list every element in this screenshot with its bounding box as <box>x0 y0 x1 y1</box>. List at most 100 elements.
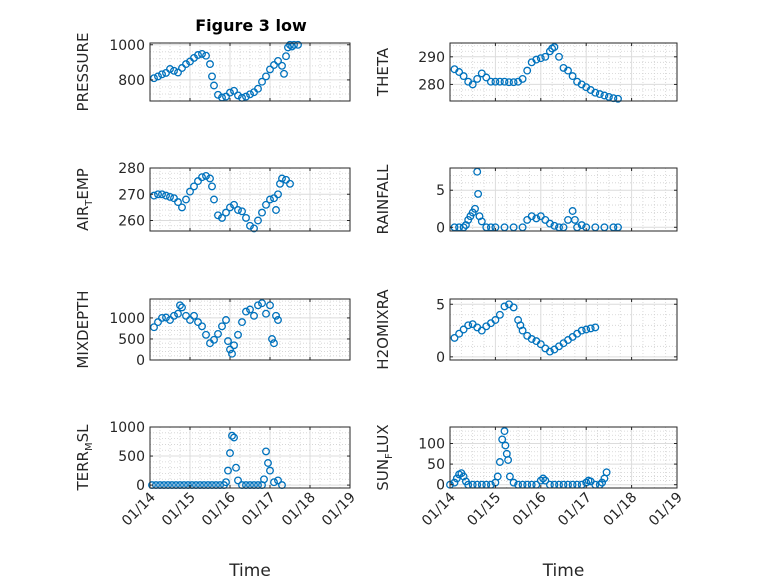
x-tick-label: 01/14 <box>419 489 459 529</box>
data-point <box>158 190 166 199</box>
data-point <box>206 60 214 69</box>
data-point <box>491 77 500 86</box>
data-point <box>527 212 536 221</box>
data-point <box>250 224 258 233</box>
data-point <box>170 194 178 203</box>
x-axis-label: Time <box>542 561 585 581</box>
data-point <box>495 77 504 86</box>
data-point <box>509 78 518 87</box>
data-point <box>550 221 559 230</box>
data-point <box>459 325 468 334</box>
data-point <box>194 51 202 59</box>
data-point <box>486 77 495 86</box>
data-point <box>182 311 190 320</box>
data-point <box>282 52 290 61</box>
data-point <box>166 316 174 324</box>
data-point <box>541 52 550 61</box>
data-point <box>226 88 234 97</box>
data-point <box>568 72 577 81</box>
data-point <box>498 435 507 444</box>
data-point <box>474 189 483 198</box>
y-axis-label: AIRTEMP <box>74 168 95 231</box>
data-point <box>464 321 473 330</box>
data-point <box>260 475 268 484</box>
data-point <box>595 90 604 99</box>
data-point <box>272 311 280 320</box>
data-point <box>246 305 254 314</box>
data-point <box>450 478 459 487</box>
subplot-pressure: 800 1000 PRESSURE <box>74 33 351 111</box>
data-point <box>532 214 541 223</box>
data-point <box>194 318 202 327</box>
y-axis-label: MIXDEPTH <box>74 290 92 368</box>
data-point <box>541 476 550 485</box>
data-point <box>230 200 238 209</box>
y-tick-label: 0 <box>136 478 145 494</box>
x-tick-label: 01/14 <box>119 489 159 529</box>
data-point <box>591 88 600 97</box>
data-point <box>270 61 278 69</box>
data-point <box>450 333 459 342</box>
data-point <box>604 92 613 101</box>
data-point <box>198 322 206 331</box>
y-tick-label: 5 <box>436 297 445 313</box>
data-point <box>162 191 170 200</box>
y-tick-label: 0 <box>436 478 445 494</box>
data-point <box>278 61 286 70</box>
data-point <box>238 207 246 216</box>
data-point <box>509 303 518 312</box>
x-tick-label: 01/17 <box>239 490 279 530</box>
data-point <box>202 330 210 339</box>
y-axis-label: THETA <box>374 47 392 97</box>
y-tick-label: 270 <box>118 187 145 203</box>
data-point <box>505 78 513 87</box>
x-tick-label: 01/19 <box>646 490 686 530</box>
data-point <box>545 219 554 228</box>
data-point <box>600 91 609 100</box>
data-point <box>170 66 178 75</box>
data-point <box>577 326 586 335</box>
data-point <box>268 335 276 343</box>
data-point <box>234 206 242 214</box>
data-point <box>500 302 509 311</box>
data-point <box>262 447 270 456</box>
data-point <box>282 175 290 184</box>
data-point <box>509 478 518 487</box>
data-point <box>518 74 527 83</box>
data-point <box>564 66 572 75</box>
y-tick-label: 260 <box>118 214 145 230</box>
data-point <box>262 72 270 81</box>
data-point <box>539 474 548 483</box>
data-point <box>150 323 158 332</box>
data-point <box>286 179 294 188</box>
x-tick-label: 01/15 <box>159 490 199 530</box>
data-point <box>262 309 270 318</box>
figure-title: Figure 3 low <box>195 16 307 35</box>
data-point <box>150 74 158 83</box>
subplot-air-temp: 260 270 280 AIRTEMP <box>74 161 351 233</box>
data-point <box>218 213 226 222</box>
y-tick-label: 0 <box>436 220 445 236</box>
axes-box <box>449 42 678 102</box>
data-point <box>493 472 502 481</box>
subplot-terr-msl: 0 500 1000 01/14 01/15 01/16 01/17 01/18 01/19 Ti… <box>74 420 359 581</box>
data-point <box>234 91 242 100</box>
data-point <box>452 474 461 483</box>
x-tick-label: 01/15 <box>464 490 504 530</box>
data-point <box>154 190 162 199</box>
subplot-theta: 280 290 THETA <box>374 42 678 103</box>
x-tick-label: 01/18 <box>279 490 319 530</box>
data-point <box>226 449 234 458</box>
data-point <box>254 84 262 93</box>
data-point <box>602 468 611 477</box>
data-point <box>274 476 282 485</box>
data-point <box>280 69 288 78</box>
data-point <box>210 195 218 204</box>
y-tick-label: 280 <box>118 161 145 177</box>
data-point <box>532 55 541 64</box>
data-point <box>518 326 527 335</box>
data-point <box>162 68 170 77</box>
data-point <box>198 49 206 58</box>
y-tick-label: 500 <box>118 449 145 465</box>
